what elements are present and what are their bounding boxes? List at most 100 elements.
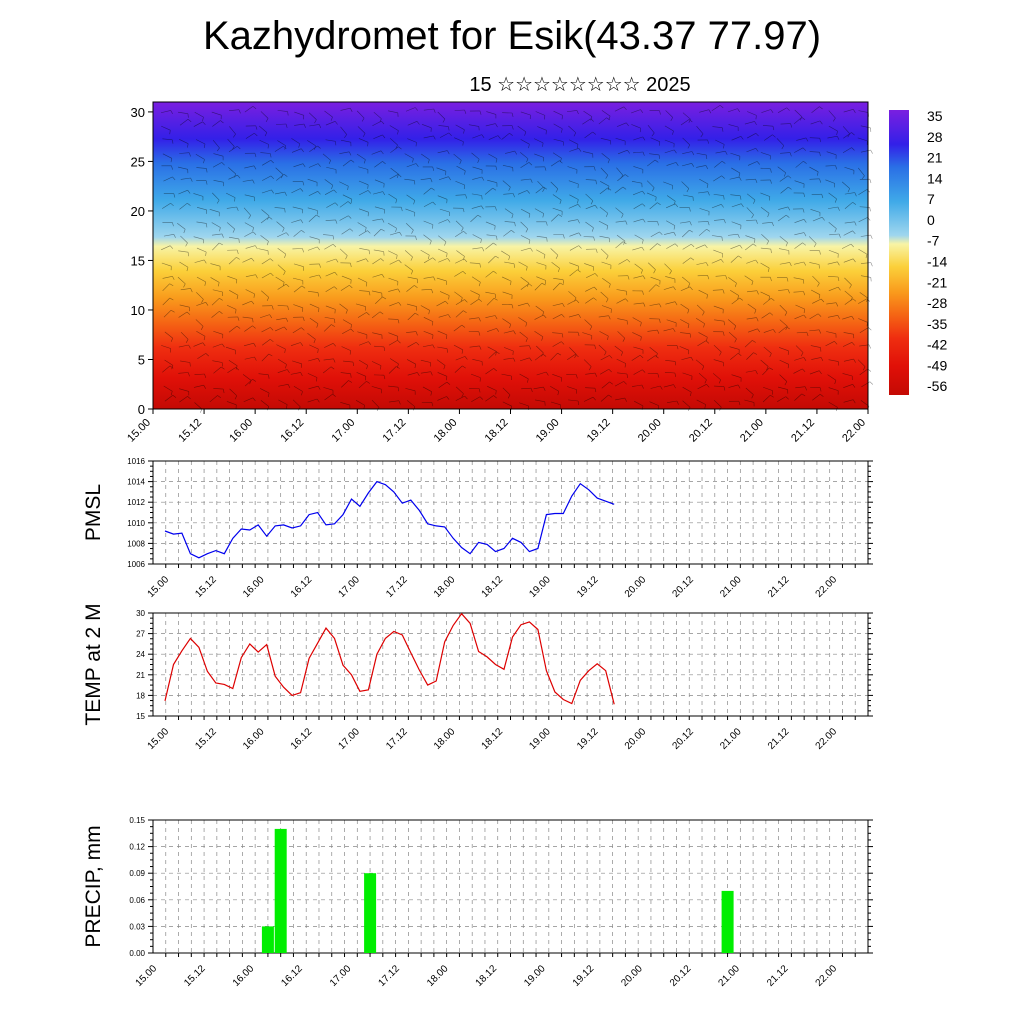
wind-barb: [663, 181, 673, 186]
wind-barb-flag: [433, 108, 436, 113]
wind-barb: [293, 386, 303, 392]
wind-barb: [794, 180, 805, 185]
wind-barb: [437, 346, 448, 349]
x-tick-label: 19.00: [527, 574, 553, 600]
wind-barb-flag: [737, 108, 740, 113]
wind-barb: [339, 181, 349, 187]
wind-barb: [277, 248, 286, 255]
y-tick-label: 0.09: [129, 869, 145, 878]
wind-barb-flag: [800, 352, 804, 357]
wind-barb-flag: [282, 227, 285, 232]
wind-barb: [339, 248, 348, 256]
wind-barb: [666, 243, 676, 249]
wind-barb: [809, 329, 820, 332]
wind-barb-flag: [301, 148, 304, 153]
wind-barb: [455, 220, 464, 229]
wind-barb: [760, 167, 771, 170]
wind-barb: [502, 387, 511, 396]
wind-barb-flag: [187, 396, 191, 400]
wind-barb-flag: [382, 218, 385, 223]
wind-barb: [437, 248, 448, 254]
wind-barb-flag: [269, 314, 273, 319]
wind-barb-flag: [819, 387, 822, 392]
wind-barb-flag: [850, 243, 854, 248]
wind-barb-flag: [525, 338, 528, 343]
wind-barb-flag: [771, 222, 774, 227]
wind-barb-flag: [206, 168, 208, 173]
wind-barb: [615, 220, 626, 223]
wind-barb: [487, 346, 497, 352]
wind-barb: [341, 380, 349, 388]
wind-barb: [646, 192, 657, 198]
wind-barb-flag: [790, 123, 793, 128]
wind-barb: [213, 153, 224, 157]
wind-barb-flag: [669, 270, 672, 275]
wind-barb-flag: [627, 275, 630, 280]
wind-barb-flag: [507, 394, 511, 399]
wind-barb: [585, 204, 596, 210]
wind-barb-flag: [255, 245, 258, 250]
wind-barb-flag: [446, 396, 450, 400]
wind-barb: [455, 299, 465, 306]
wind-barb: [680, 286, 691, 292]
wind-barb-flag: [803, 308, 805, 314]
wind-barb-flag: [803, 261, 807, 266]
x-tick-label: 15.12: [193, 726, 219, 752]
wind-barb: [244, 222, 254, 228]
wind-barb-flag: [577, 400, 579, 406]
wind-barb: [746, 148, 756, 153]
wind-barb: [420, 359, 431, 363]
wind-barb: [730, 244, 740, 250]
wind-barb-flag: [328, 160, 331, 165]
wind-barb-flag: [546, 237, 548, 242]
wind-barb: [423, 108, 434, 111]
x-tick-label: 15.00: [146, 726, 172, 752]
wind-barb: [456, 250, 465, 257]
wind-barb: [632, 332, 642, 337]
wind-barb: [696, 126, 704, 134]
wind-barb-flag: [640, 322, 642, 327]
wind-barb-flag: [590, 200, 594, 205]
x-tick-label: 19.12: [575, 726, 601, 752]
wind-barb-flag: [756, 290, 759, 295]
wind-barb: [422, 344, 433, 348]
wind-barb-flag: [639, 354, 644, 359]
wind-barb-flag: [432, 257, 436, 261]
wind-barb-flag: [267, 406, 270, 411]
wind-barb: [811, 106, 820, 114]
wind-barb: [388, 288, 398, 292]
wind-barb: [371, 361, 382, 366]
wind-barb: [274, 207, 285, 209]
wind-barb-flag: [206, 223, 208, 228]
wind-barb-flag: [755, 179, 758, 184]
wind-barb-flag: [186, 311, 191, 315]
wind-barb: [649, 401, 659, 406]
wind-barb-flag: [479, 110, 482, 115]
wind-barb-flag: [542, 311, 545, 316]
wind-barb-flag: [530, 388, 533, 393]
wind-barb: [584, 319, 593, 327]
page-subtitle: 15 ☆☆☆☆☆☆☆☆ 2025: [469, 74, 691, 96]
wind-barb: [552, 374, 562, 378]
wind-barb: [488, 351, 497, 359]
wind-barb: [308, 163, 319, 168]
wind-barb: [713, 175, 722, 182]
wind-barb-flag: [869, 381, 874, 385]
wind-barb: [566, 110, 577, 113]
wind-barb-flag: [720, 105, 724, 109]
wind-barb: [389, 173, 399, 180]
wind-barb-flag: [462, 141, 464, 146]
wind-barb: [762, 394, 771, 403]
wind-barb-flag: [690, 243, 695, 248]
wind-barb-flag: [331, 185, 334, 190]
y-axis-label: PRECIP, mm: [82, 825, 105, 947]
wind-barb-flag: [187, 143, 189, 148]
wind-barb: [711, 259, 722, 264]
wind-barb-flag: [574, 297, 577, 302]
x-tick-label: 18.00: [432, 574, 458, 600]
wind-barb: [794, 109, 803, 118]
wind-barb: [342, 159, 352, 167]
wind-barb: [537, 181, 545, 189]
wind-barb: [244, 106, 254, 113]
wind-barb-flag: [686, 188, 690, 193]
